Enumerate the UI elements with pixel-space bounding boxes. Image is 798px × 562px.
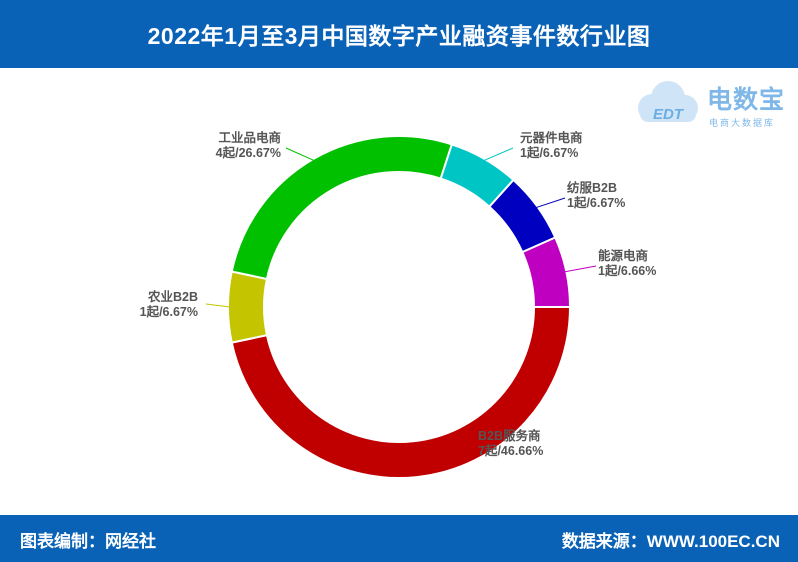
leader-line-5 xyxy=(564,265,597,273)
logo: EDT 电数宝 电商大数据库 xyxy=(630,74,795,134)
donut-slices xyxy=(227,135,572,479)
chart-title: 2022年1月至3月中国数字产业融资事件数行业图 xyxy=(147,23,651,49)
slice-label-name-1: 农业B2B xyxy=(147,289,198,304)
footer-bar: 图表编制：网经社 数据来源：WWW.100EC.CN xyxy=(0,515,798,562)
leader-line-1 xyxy=(205,303,231,308)
slice-label-value-5: 1起/6.66% xyxy=(598,263,656,278)
logo-slogan: 电商大数据库 xyxy=(709,118,776,128)
slice-labels: B2B服务商7起/46.66%农业B2B1起/6.67%工业品电商4起/26.6… xyxy=(140,130,657,458)
logo-mark: EDT xyxy=(653,106,685,123)
leader-line-4 xyxy=(535,197,566,209)
chart-credit: 图表编制：网经社 xyxy=(20,532,156,551)
slice-label-value-1: 1起/6.67% xyxy=(140,304,198,319)
slice-0 xyxy=(230,306,572,479)
title-bar: 2022年1月至3月中国数字产业融资事件数行业图 xyxy=(0,0,798,68)
leader-line-2 xyxy=(285,147,315,162)
data-source: 数据来源：WWW.100EC.CN xyxy=(561,532,780,551)
logo-brand: 电数宝 xyxy=(707,86,786,114)
slice-label-name-4: 纺服B2B xyxy=(567,180,617,195)
slice-label-value-2: 4起/26.67% xyxy=(216,145,281,160)
slice-label-name-2: 工业品电商 xyxy=(218,130,281,145)
slice-label-name-5: 能源电商 xyxy=(598,248,648,263)
donut-chart: B2B服务商7起/46.66%农业B2B1起/6.67%工业品电商4起/26.6… xyxy=(140,130,657,479)
slice-label-name-3: 元器件电商 xyxy=(520,130,583,145)
cloud-logo-icon: EDT xyxy=(638,81,698,123)
slice-label-name-0: B2B服务商 xyxy=(478,428,541,443)
slice-label-value-4: 1起/6.67% xyxy=(567,195,625,210)
slice-label-value-0: 7起/46.66% xyxy=(478,443,543,458)
leader-lines xyxy=(205,147,597,476)
slice-5 xyxy=(521,236,572,308)
slice-1 xyxy=(227,270,269,344)
leader-line-0 xyxy=(416,445,479,476)
slice-label-value-3: 1起/6.67% xyxy=(520,145,578,160)
leader-line-3 xyxy=(483,147,514,162)
